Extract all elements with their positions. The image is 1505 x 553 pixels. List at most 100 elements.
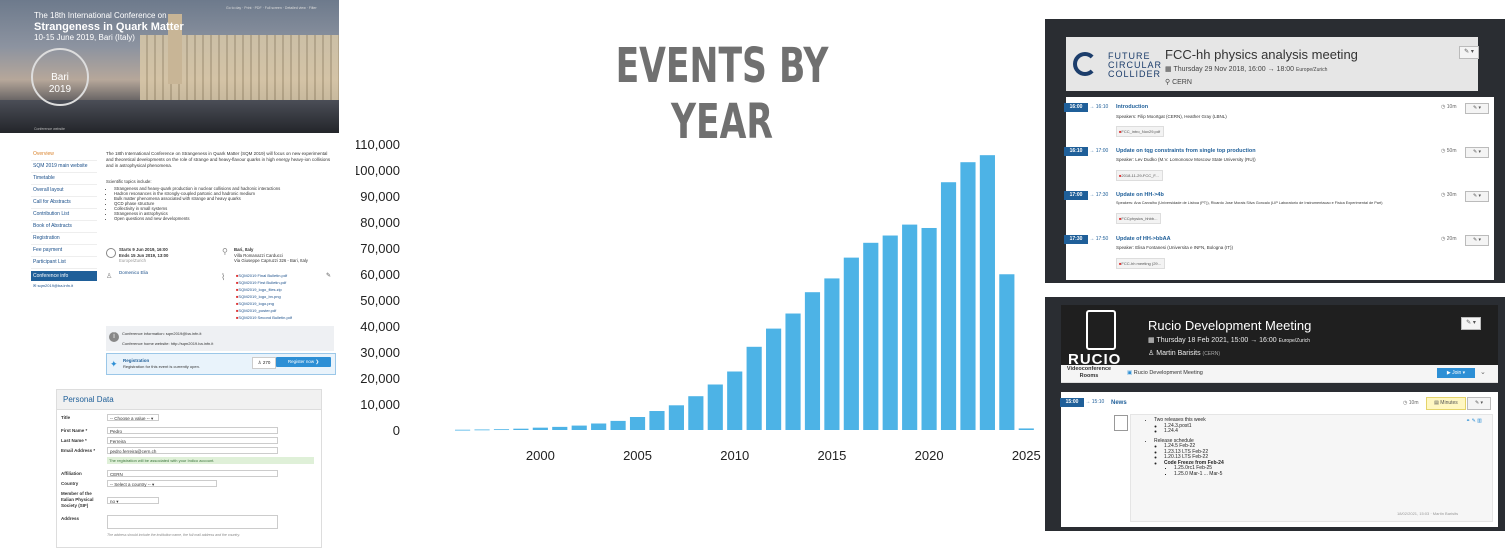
contribution-title[interactable]: Update on HH->4b — [1116, 192, 1164, 198]
contact-website[interactable]: Conference home website: http://sqm2019.… — [122, 341, 214, 346]
minutes-label: Minutes — [1440, 400, 1458, 406]
rucio-logo: RUCIO — [1068, 351, 1122, 368]
attachment-link[interactable]: SQM2019 Second Bulletin.pdf — [236, 314, 292, 321]
minutes-actions[interactable]: ⚭ ✎ ▥ — [1466, 418, 1482, 424]
contribution-edit-button[interactable]: ✎ ▾ — [1465, 103, 1489, 114]
chart-bar — [766, 328, 782, 430]
sidebar-item-call-for-abstracts[interactable]: Call for Abstracts — [31, 197, 97, 209]
contribution-edit-button[interactable]: ✎ ▾ — [1465, 235, 1489, 246]
sidebar-item-fee-payment[interactable]: Fee payment — [31, 245, 97, 257]
news-duration: ◷ 10m — [1403, 400, 1419, 406]
news-title[interactable]: News — [1111, 400, 1127, 406]
sidebar-item-participant-list[interactable]: Participant List — [31, 257, 97, 269]
title-select-value: -- Choose a value -- — [110, 416, 150, 421]
chairperson-link[interactable]: Domenico Elia — [119, 270, 149, 275]
fcc-edit-button[interactable]: ✎ ▾ — [1459, 46, 1479, 59]
y-tick-label: 100,000 — [356, 163, 400, 178]
member-select[interactable]: no ▾ — [107, 497, 159, 504]
ticket-icon: ✦ — [110, 359, 118, 369]
chart-bar — [902, 224, 918, 430]
sidebar-item-main-website[interactable]: SQM 2019 main website — [31, 161, 97, 173]
address-input[interactable] — [107, 515, 278, 529]
rucio-edit-button[interactable]: ✎ ▾ — [1461, 317, 1481, 330]
fcc-meeting-title: FCC-hh physics analysis meeting — [1165, 47, 1358, 62]
registration-count: ♙ 270 — [252, 357, 276, 369]
first-name-input[interactable]: Pedro — [107, 427, 278, 434]
address-note: The address should include the instituti… — [107, 533, 241, 537]
email-label: Email Address * — [61, 448, 96, 453]
contribution-edit-button[interactable]: ✎ ▾ — [1465, 147, 1489, 158]
paperclip-icon: ⌇ — [221, 272, 226, 282]
title-select[interactable]: -- Choose a value -- ▾ — [107, 414, 159, 421]
sidebar-item-timetable[interactable]: Timetable — [31, 173, 97, 185]
news-time: 15:00 → 15:10 — [1060, 398, 1104, 407]
country-select[interactable]: -- Select a country -- ▾ — [107, 480, 217, 487]
email-input[interactable]: pedro.ferreira@cern.ch — [107, 447, 278, 454]
y-tick-label: 0 — [393, 423, 400, 438]
attachment-link[interactable]: 2018-11-29-FCC_F... — [1116, 170, 1163, 181]
x-tick-label: 2005 — [623, 448, 652, 463]
document-icon — [1114, 415, 1128, 431]
clock-icon — [106, 248, 116, 258]
chevron-down-icon[interactable]: ⌄ — [1480, 369, 1486, 376]
conference-description: The 18th International Conference on Str… — [106, 151, 331, 168]
location-name: Bari, Italy — [234, 247, 254, 252]
minutes-button[interactable]: ▤ Minutes — [1426, 397, 1466, 410]
contact-email[interactable]: Conference information: sqm2019@ba.infn.… — [122, 331, 202, 336]
start-time: 15:00 — [1060, 398, 1084, 407]
news-edit-button[interactable]: ✎ ▾ — [1467, 397, 1491, 410]
mail-icon: ✉ — [33, 283, 38, 288]
chart-bar — [940, 182, 957, 430]
chart-bar — [532, 427, 548, 430]
last-name-label: Last Name * — [61, 438, 87, 443]
banner-toolbar[interactable]: Go to day · Print · PDF · Full screen · … — [226, 6, 317, 10]
end-time: 17:50 — [1095, 236, 1109, 242]
chart-bar — [688, 396, 704, 430]
attachment-link[interactable]: SQM2019_logo_files.zip — [236, 286, 292, 293]
attachment-link[interactable]: SQM2019_logo_bn.png — [236, 293, 292, 300]
timetable-item-time: 17:30 → 17:50 — [1064, 235, 1108, 244]
conference-logo: Bari 2019 — [31, 48, 89, 106]
form-title: Personal Data — [57, 390, 321, 410]
fcc-logo-line: CIRCULAR — [1108, 60, 1163, 70]
register-now-button[interactable]: Register now ❯ — [276, 357, 331, 367]
sidebar-item-registration[interactable]: Registration — [31, 233, 97, 245]
contribution-edit-button[interactable]: ✎ ▾ — [1465, 191, 1489, 202]
attachment-link[interactable]: SQM2019 First Bulletin.pdf — [236, 279, 292, 286]
attachment-link[interactable]: FCCphysics_hhbb... — [1116, 213, 1162, 224]
topic-item: Hadron resonances in the strongly-couple… — [114, 191, 334, 196]
attachment-link[interactable]: SQM2019_logo.png — [236, 300, 292, 307]
attachment-link[interactable]: FCC_intro_Nov29.pdf — [1116, 126, 1165, 137]
videoconference-label: Videoconference Rooms — [1066, 366, 1112, 379]
event-location: Bari, Italy Villa Romanazzi Carducci Via… — [234, 247, 308, 264]
attachment-link[interactable]: SQM2019 Final Bulletin.pdf — [236, 272, 292, 279]
member-label: Member of the Italian Physical Society (… — [61, 491, 94, 508]
chart-bar — [474, 429, 490, 431]
chart-bar — [571, 425, 587, 430]
y-tick-label: 110,000 — [356, 137, 400, 152]
last-name-input[interactable]: Ferreira — [107, 437, 278, 444]
banner-line1: The 18th International Conference on — [34, 11, 167, 20]
join-button[interactable]: ▶ Join ▾ — [1437, 368, 1475, 378]
duration: ◷ 50m — [1441, 148, 1457, 154]
personal-data-form: Personal Data Title -- Choose a value --… — [56, 389, 322, 548]
sidebar-item-contribution-list[interactable]: Contribution List — [31, 209, 97, 221]
conference-email-link[interactable]: ✉ sqm2019@ba.infn.it — [31, 281, 97, 290]
contribution-title[interactable]: Introduction — [1116, 104, 1149, 110]
start-time: 17:30 — [1064, 235, 1088, 244]
videoconference-room: ▣ Rucio Development Meeting — [1127, 370, 1203, 376]
attachment-link[interactable]: SQM2019_poster.pdf — [236, 307, 292, 314]
sidebar-item-overview[interactable]: Overview — [31, 149, 97, 161]
sidebar-item-book-of-abstracts[interactable]: Book of Abstracts — [31, 221, 97, 233]
duration: ◷ 20m — [1441, 236, 1457, 242]
banner-title: The 18th International Conference on Str… — [34, 11, 184, 43]
attachment-link[interactable]: FCC-hh meeting (29... — [1116, 258, 1165, 269]
contribution-title[interactable]: Update of HH->bbAA — [1116, 236, 1171, 242]
email-note: The registration will be associated with… — [107, 457, 314, 464]
edit-icon[interactable]: ✎ — [326, 273, 332, 279]
contact-info-box: i Conference information: sqm2019@ba.inf… — [106, 326, 334, 351]
contribution-title[interactable]: Update on tqg constraints from single to… — [1116, 148, 1256, 154]
affiliation-input[interactable]: CERN — [107, 470, 278, 477]
info-icon: i — [109, 332, 119, 342]
sidebar-item-overall-layout[interactable]: Overall layout — [31, 185, 97, 197]
